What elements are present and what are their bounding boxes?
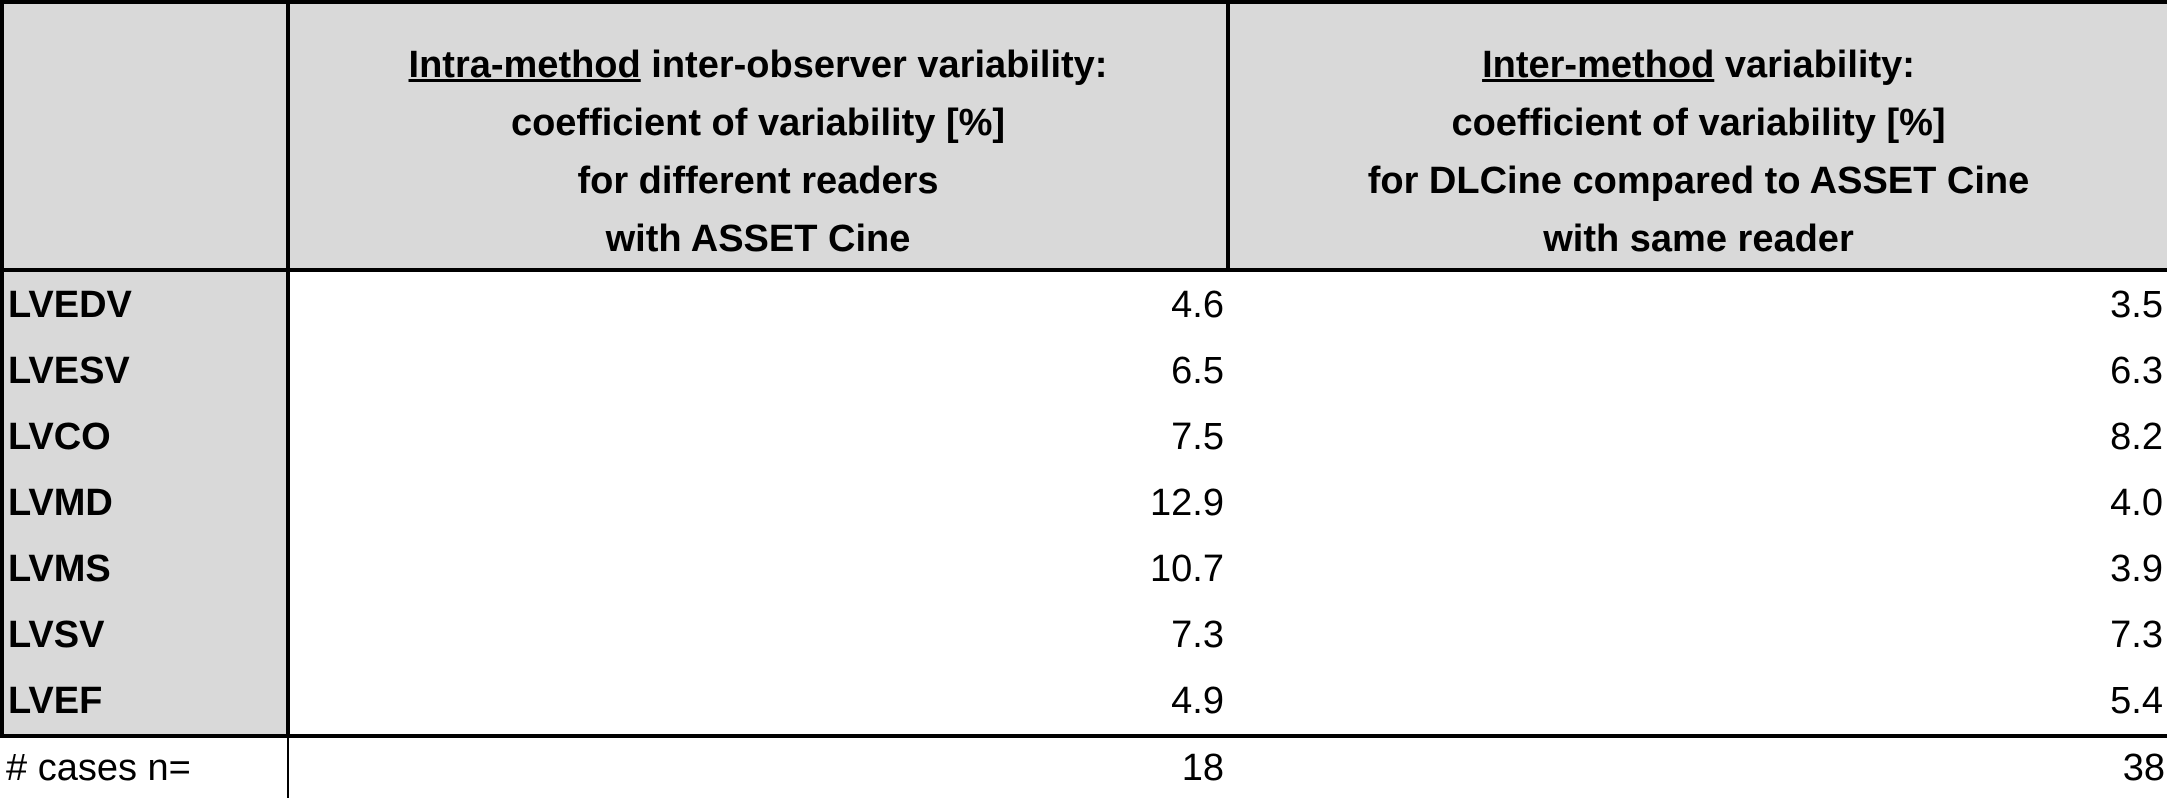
header-line: coefficient of variability [%] — [510, 102, 1006, 144]
cell-value: 8.2 — [1228, 404, 2167, 470]
footer-label: # cases n= — [2, 736, 289, 798]
row-label: LVESV — [0, 338, 290, 404]
cell-value: 4.9 — [288, 668, 1228, 738]
footer-value: 18 — [1181, 747, 1224, 789]
table-row: LVMD 12.9 4.0 — [0, 470, 2167, 536]
column-header: Intra-method inter-observer variability:… — [286, 0, 1230, 272]
table-header: Intra-method inter-observer variability:… — [0, 0, 2167, 272]
table-body: LVEDV 4.6 3.5 LVESV 6.5 6.3 LVCO 7.5 8.2 LVMD 12.9… — [0, 270, 2167, 738]
cell-value: 10.7 — [288, 536, 1228, 602]
corner-cell — [0, 0, 290, 272]
header-text: variability: — [1714, 44, 1915, 86]
header-line: coefficient of variability [%] — [1451, 102, 1946, 144]
cell-value: 7.3 — [1228, 602, 2167, 668]
table-row: LVCO 7.5 8.2 — [0, 404, 2167, 470]
table-row: LVMS 10.7 3.9 — [0, 536, 2167, 602]
header-underlined: Inter-method — [1482, 44, 1715, 86]
column-header: Inter-method variability: coefficient of … — [1226, 0, 2167, 272]
row-label: LVCO — [0, 404, 290, 470]
cell-value: 4.6 — [288, 270, 1228, 338]
header-line: for different readers — [577, 160, 939, 202]
header-row: Intra-method inter-observer variability:… — [0, 0, 2167, 272]
header-text: inter-observer variability: — [640, 44, 1108, 86]
row-label: LVEDV — [0, 270, 290, 338]
row-label: LVSV — [0, 602, 290, 668]
row-label: LVMS — [0, 536, 290, 602]
footer-row: # cases n= 18 38 — [2, 736, 2167, 798]
table-footer: # cases n= 18 38 — [2, 736, 2167, 798]
table-row: LVESV 6.5 6.3 — [0, 338, 2167, 404]
table-row: LVSV 7.3 7.3 — [0, 602, 2167, 668]
header-line: Intra-method inter-observer variability: — [294, 36, 1222, 94]
header-line: Inter-method variability: — [1234, 36, 2163, 94]
cell-value: 6.3 — [1228, 338, 2167, 404]
cell-value: 7.3 — [288, 602, 1228, 668]
cell-value: 6.5 — [288, 338, 1228, 404]
header-line: for DLCine compared to ASSET Cine — [1367, 160, 2030, 202]
cell-value: 3.9 — [1228, 536, 2167, 602]
row-label: LVEF — [0, 668, 290, 738]
table-row: LVEDV 4.6 3.5 — [0, 270, 2167, 338]
cell-value: 7.5 — [288, 404, 1228, 470]
row-label: LVMD — [0, 470, 290, 536]
cell-value: 5.4 — [1228, 668, 2167, 738]
cell-value: 3.5 — [1228, 270, 2167, 338]
cell-value: 12.9 — [288, 470, 1228, 536]
table-row: LVEF 4.9 5.4 — [0, 668, 2167, 738]
header-line: with ASSET Cine — [605, 218, 911, 260]
header-line: with same reader — [1543, 218, 1854, 260]
cell-value: 4.0 — [1228, 470, 2167, 536]
header-underlined: Intra-method — [408, 44, 641, 86]
footer-value: 38 — [2122, 747, 2165, 789]
